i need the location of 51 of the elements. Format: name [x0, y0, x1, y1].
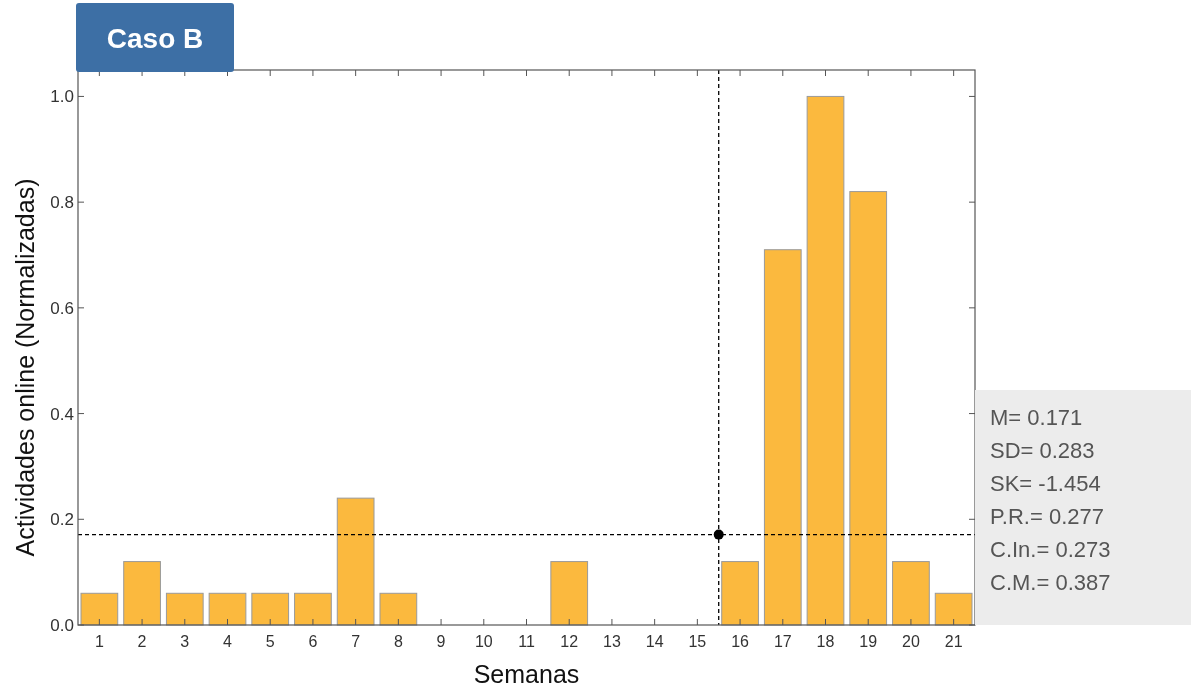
x-tick-label: 2 — [137, 633, 147, 650]
text: SK= -1.454 — [990, 471, 1101, 496]
text: M= 0.171 — [990, 405, 1083, 430]
x-tick-label: 14 — [645, 633, 664, 650]
x-tick-label: 9 — [436, 633, 446, 650]
chart-title: Caso B — [106, 23, 204, 54]
bar — [165, 592, 204, 626]
x-tick-label: 11 — [518, 633, 535, 650]
bar — [123, 561, 161, 626]
x-tick-label: 7 — [351, 633, 361, 650]
x-tick-label: 12 — [560, 633, 579, 650]
bar — [251, 592, 290, 626]
y-axis-title: Actividades online (Normalizadas) — [11, 178, 39, 557]
y-tick-label: 0.4 — [50, 404, 74, 424]
bar — [336, 497, 375, 626]
x-tick-label: 16 — [731, 633, 750, 650]
y-tick-label: 1.0 — [50, 87, 74, 107]
text: SD= 0.283 — [990, 438, 1095, 463]
y-tick-label: 0.6 — [50, 298, 74, 318]
x-tick-label: 3 — [180, 633, 190, 650]
bar — [763, 249, 802, 626]
x-tick-label: 13 — [603, 633, 621, 650]
x-tick-label: 20 — [902, 633, 920, 650]
x-axis-title: Semanas — [473, 660, 580, 688]
bar — [934, 592, 973, 626]
x-tick-label: 18 — [816, 633, 835, 650]
bar — [294, 592, 332, 626]
x-tick-label: 17 — [773, 633, 792, 650]
bar — [849, 191, 888, 626]
bar — [550, 561, 589, 626]
text: C.M.= 0.387 — [990, 570, 1111, 595]
bar — [721, 561, 759, 626]
text: C.In.= 0.273 — [990, 537, 1111, 562]
y-tick-label: 0.2 — [50, 510, 74, 530]
x-tick-label: 5 — [265, 633, 275, 650]
x-tick-label: 8 — [393, 633, 403, 650]
x-tick-label: 6 — [308, 633, 318, 650]
x-tick-label: 10 — [474, 633, 493, 650]
x-tick-label: 1 — [94, 633, 104, 650]
bar — [208, 592, 247, 626]
x-tick-label: 4 — [223, 633, 233, 650]
x-tick-label: 21 — [944, 633, 963, 650]
bar — [806, 95, 845, 626]
y-tick-label: 0.0 — [50, 615, 74, 635]
bar — [379, 592, 418, 626]
bar — [892, 561, 930, 626]
x-tick-label: 15 — [688, 633, 707, 650]
x-tick-label: 19 — [859, 633, 878, 650]
y-tick-label: 0.8 — [50, 193, 74, 213]
bar — [80, 592, 119, 626]
text: P.R.= 0.277 — [990, 504, 1104, 529]
